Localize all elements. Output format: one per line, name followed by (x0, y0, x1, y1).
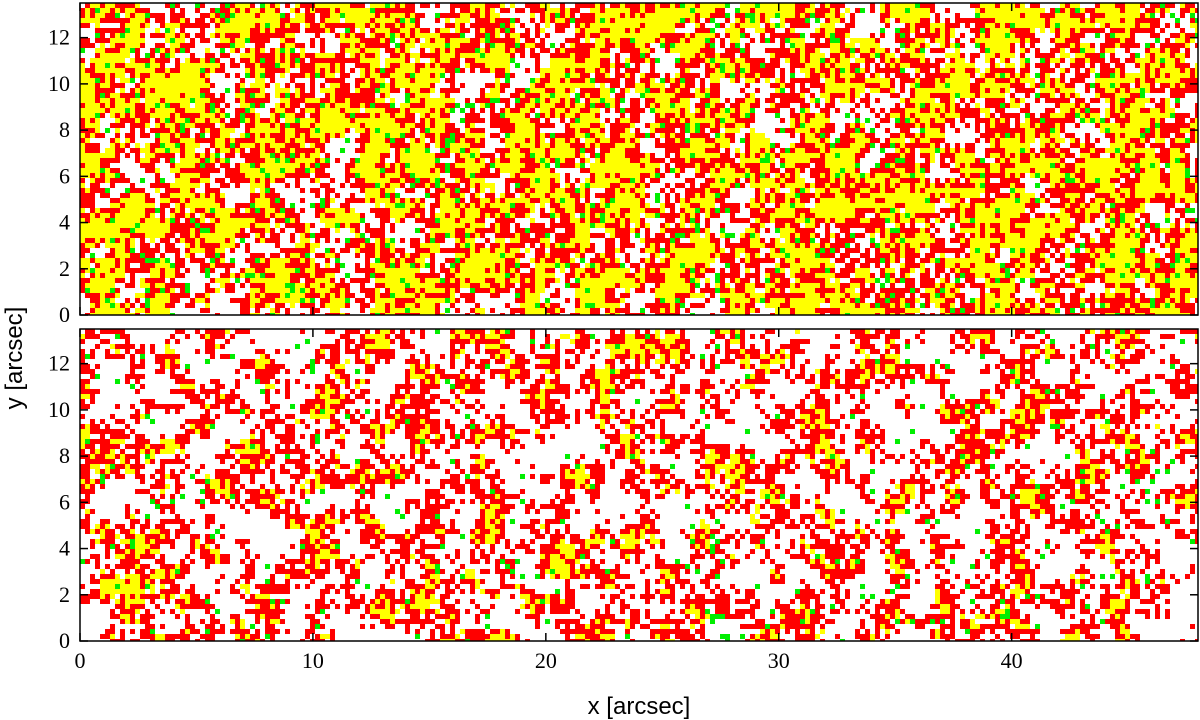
x-axis-label: x [arcsec] (588, 693, 691, 720)
y-tick-label: 8 (59, 117, 70, 142)
x-tick-label: 20 (535, 648, 557, 673)
y-tick-label: 6 (59, 163, 70, 188)
x-tick-label: 0 (75, 648, 86, 673)
bottom-panel: 0 10 20 30 40 0 2 4 6 8 10 12 (48, 328, 1199, 673)
y-tick-label: 6 (59, 489, 70, 514)
bottom-ticks: 0 10 20 30 40 0 2 4 6 8 10 12 (48, 329, 1198, 673)
y-tick-label: 4 (59, 536, 70, 561)
top-ticks: 0 2 4 6 8 10 12 (48, 3, 1198, 327)
x-tick-label: 40 (1001, 648, 1023, 673)
heatmap-cells-yellow (80, 329, 1198, 641)
y-tick-label: 12 (48, 351, 70, 376)
y-tick-label: 12 (48, 25, 70, 50)
heatmap-cells-yellow (80, 3, 1198, 315)
x-tick-label: 10 (302, 648, 324, 673)
y-tick-label: 0 (59, 302, 70, 327)
y-tick-label: 2 (59, 256, 70, 281)
y-tick-label: 0 (59, 628, 70, 653)
y-tick-label: 8 (59, 443, 70, 468)
y-tick-label: 10 (48, 71, 70, 96)
y-tick-label: 4 (59, 210, 70, 235)
heatmap-cells-white (80, 329, 1198, 641)
bottom-heatmap-cells (80, 329, 1198, 641)
y-tick-label: 2 (59, 582, 70, 607)
bottom-plot-frame (79, 328, 1199, 642)
top-panel: 0 2 4 6 8 10 12 (48, 2, 1199, 327)
top-plot-frame (79, 2, 1199, 316)
top-heatmap-cells (80, 3, 1198, 315)
y-axis-label: y [arcsec] (1, 307, 28, 410)
heatmap-cells-white (80, 3, 1198, 315)
x-tick-label: 30 (768, 648, 790, 673)
y-tick-label: 10 (48, 397, 70, 422)
